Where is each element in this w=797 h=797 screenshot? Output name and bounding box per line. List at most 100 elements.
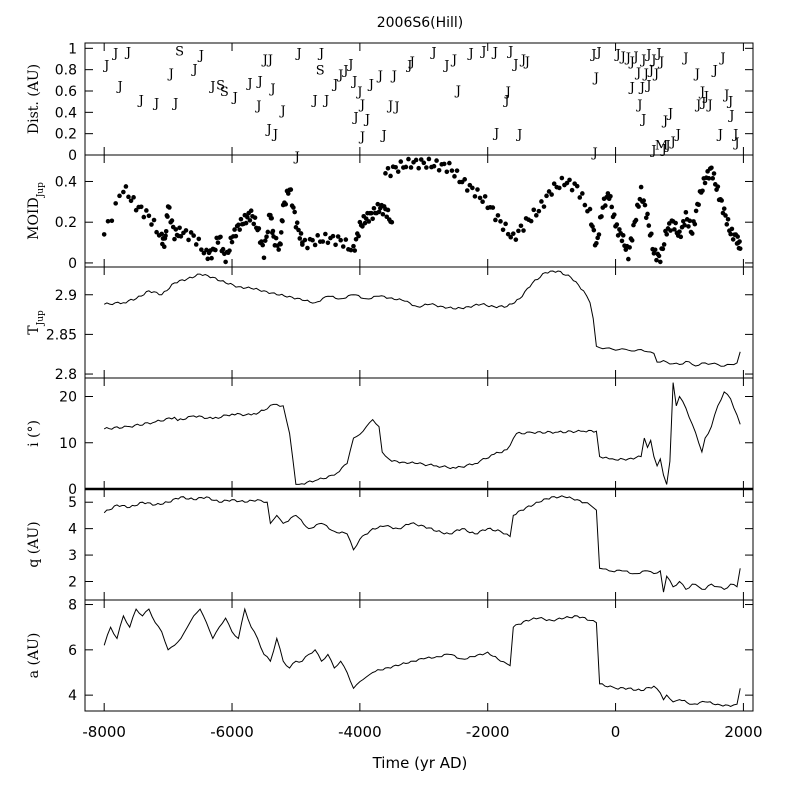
moid-point xyxy=(273,235,279,241)
moid-point xyxy=(721,206,727,211)
moid-point xyxy=(426,156,432,162)
moid-point xyxy=(696,202,701,208)
moid-point xyxy=(569,187,575,193)
moid-point xyxy=(638,184,644,190)
moid-point xyxy=(513,237,519,242)
moid-point xyxy=(144,208,149,213)
moid-point xyxy=(113,201,118,206)
y-tick-label: 10 xyxy=(59,436,77,452)
encounter-marker: J xyxy=(346,57,353,72)
moid-point xyxy=(627,245,632,250)
encounter-marker: J xyxy=(102,58,109,73)
encounter-marker: J xyxy=(264,122,271,137)
moid-point xyxy=(376,209,382,215)
encounter-marker: J xyxy=(386,99,393,114)
moid-point xyxy=(692,221,698,227)
encounter-marker: J xyxy=(454,84,461,99)
moid-point xyxy=(188,230,194,235)
encounter-marker: J xyxy=(592,71,599,86)
y-tick-label: 0 xyxy=(68,256,77,272)
encounter-marker: J xyxy=(358,98,365,113)
x-axis: -8000 -6000 -4000 -2000 0 2000 xyxy=(82,723,762,741)
moid-point xyxy=(276,247,281,252)
moid-point xyxy=(668,228,673,233)
encounter-marker: J xyxy=(479,44,486,59)
encounter-marker: J xyxy=(727,108,734,123)
encounter-marker: J xyxy=(694,98,701,113)
encounter-marker: J xyxy=(726,95,733,110)
series-line-tjup xyxy=(103,270,741,367)
encounter-marker: J xyxy=(367,78,374,93)
moid-point xyxy=(687,218,693,224)
moid-point xyxy=(352,248,358,253)
y-axis-label-tjup: TJup xyxy=(26,310,46,335)
moid-point xyxy=(335,234,341,239)
moid-point xyxy=(310,237,315,243)
moid-point xyxy=(223,259,228,265)
encounter-marker: J xyxy=(408,55,415,70)
moid-point xyxy=(493,217,498,223)
moid-point xyxy=(252,215,258,220)
encounter-marker: J xyxy=(504,85,511,100)
moid-point xyxy=(348,247,354,253)
moid-point xyxy=(196,236,202,242)
moid-point xyxy=(393,165,398,170)
encounter-marker: J xyxy=(355,85,362,100)
moid-point xyxy=(259,239,264,244)
moid-point xyxy=(518,223,524,229)
encounter-marker: J xyxy=(279,104,286,119)
moid-point xyxy=(121,189,126,195)
moid-point xyxy=(567,177,572,183)
moid-point xyxy=(658,259,663,265)
moid-point xyxy=(159,231,165,237)
moid-point xyxy=(236,222,241,228)
encounter-marker: J xyxy=(681,51,688,66)
moid-point xyxy=(285,191,291,196)
moid-point xyxy=(664,232,670,237)
moid-point xyxy=(682,222,687,228)
moid-point xyxy=(544,193,549,199)
moid-point xyxy=(587,206,593,212)
y-tick-label: 2 xyxy=(68,575,77,591)
encounter-marker: J xyxy=(674,128,681,143)
moid-point xyxy=(672,227,677,232)
encounter-marker: J xyxy=(666,106,673,121)
encounter-marker: J xyxy=(152,97,159,112)
encounter-marker: J xyxy=(491,46,498,61)
moid-point xyxy=(447,160,452,166)
moid-point xyxy=(383,171,388,176)
encounter-marker: J xyxy=(731,128,738,143)
moid-point xyxy=(678,234,684,240)
moid-point xyxy=(288,187,294,192)
encounter-marker: J xyxy=(137,94,144,109)
moid-point xyxy=(431,163,437,169)
y-tick-label: 0 xyxy=(68,148,77,164)
moid-point xyxy=(559,175,565,181)
moid-point xyxy=(353,236,359,242)
y-axis-label-a: a (AU) xyxy=(26,633,42,679)
encounter-marker: J xyxy=(392,100,399,115)
y-axis-label-q: q (AU) xyxy=(26,521,42,567)
moid-point xyxy=(238,216,244,222)
encounter-marker: J xyxy=(492,127,499,142)
moid-point xyxy=(123,184,129,189)
moid-point xyxy=(300,242,305,247)
moid-point xyxy=(626,256,631,262)
moid-point xyxy=(711,171,717,176)
moid-point xyxy=(183,228,189,233)
moid-point xyxy=(715,184,721,189)
moid-point xyxy=(719,198,724,203)
moid-point xyxy=(218,234,223,240)
moid-point xyxy=(677,229,682,234)
moid-point xyxy=(245,214,250,220)
moid-point xyxy=(686,224,691,229)
encounter-marker: J xyxy=(116,80,123,95)
moid-point xyxy=(227,248,232,253)
moid-point xyxy=(209,255,214,261)
encounter-marker: J xyxy=(628,81,635,96)
moid-point xyxy=(269,215,274,221)
encounter-marker: J xyxy=(663,138,670,153)
moid-point xyxy=(521,228,526,233)
moid-point xyxy=(385,207,391,213)
moid-point xyxy=(264,234,269,239)
